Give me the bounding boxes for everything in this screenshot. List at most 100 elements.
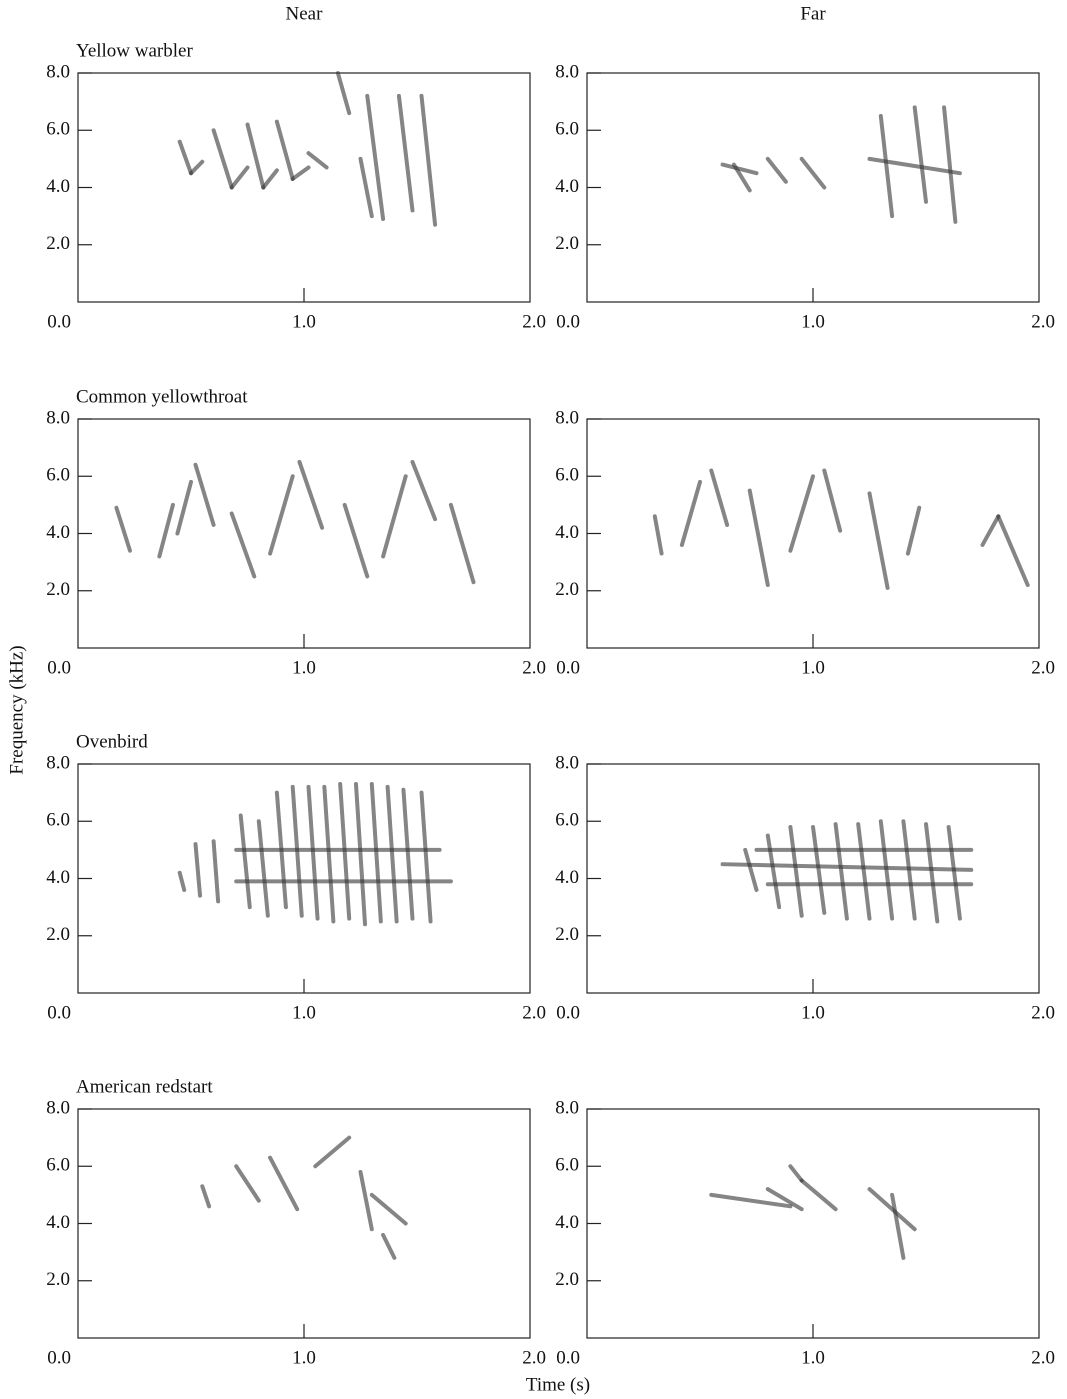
y-tick-label: 4.0 <box>555 176 579 197</box>
note-trace <box>335 71 352 116</box>
note-trace <box>381 1232 397 1260</box>
note-trace <box>189 159 205 176</box>
note-trace <box>890 1192 906 1260</box>
note-trace <box>342 502 370 579</box>
x-tick-label: 0.0 <box>556 311 580 332</box>
x-tick-label: 0.0 <box>47 1347 71 1368</box>
x-tick-label: 1.0 <box>292 311 316 332</box>
x-tick-label: 0.0 <box>47 657 71 678</box>
note-trace <box>419 790 433 924</box>
x-tick-label: 2.0 <box>1031 1002 1055 1023</box>
x-tick-label: 2.0 <box>522 1002 546 1023</box>
note-trace <box>396 93 415 213</box>
note-trace <box>193 842 203 898</box>
note-trace <box>448 502 476 585</box>
note-trace <box>175 479 193 536</box>
column-title: Near <box>286 3 324 24</box>
note-trace <box>788 824 804 918</box>
x-tick-label: 1.0 <box>801 311 825 332</box>
note-trace <box>765 156 788 184</box>
note-trace <box>401 787 415 921</box>
y-tick-label: 2.0 <box>46 924 70 945</box>
x-tick-label: 0.0 <box>47 1002 71 1023</box>
note-trace <box>996 514 1030 588</box>
note-trace <box>709 1192 793 1209</box>
note-trace <box>747 488 770 588</box>
note-trace <box>878 113 895 219</box>
note-trace <box>410 459 438 522</box>
note-trace <box>306 784 320 921</box>
x-tick-label: 2.0 <box>522 657 546 678</box>
x-axis-label: Time (s) <box>526 1374 590 1395</box>
y-tick-label: 8.0 <box>555 1097 579 1118</box>
panel-title: Ovenbird <box>76 731 148 752</box>
y-tick-label: 6.0 <box>555 810 579 831</box>
y-axis-label: Frequency (kHz) <box>6 645 27 774</box>
note-trace <box>912 105 928 204</box>
x-tick-label: 0.0 <box>556 1347 580 1368</box>
panel-title: Yellow warbler <box>76 40 193 61</box>
y-tick-label: 6.0 <box>46 1155 70 1176</box>
note-trace <box>290 165 311 181</box>
y-tick-label: 2.0 <box>46 233 70 254</box>
y-tick-label: 2.0 <box>555 579 579 600</box>
note-trace <box>261 168 279 190</box>
note-trace <box>234 1164 261 1203</box>
note-trace <box>245 122 266 190</box>
y-tick-label: 8.0 <box>46 407 70 428</box>
note-trace <box>200 1184 212 1209</box>
note-trace <box>731 162 752 193</box>
note-trace <box>297 459 325 530</box>
y-tick-label: 4.0 <box>555 522 579 543</box>
note-trace <box>353 782 368 927</box>
note-trace <box>211 839 221 904</box>
y-tick-label: 6.0 <box>46 119 70 140</box>
y-tick-label: 2.0 <box>46 579 70 600</box>
y-tick-label: 8.0 <box>46 61 70 82</box>
x-tick-label: 1.0 <box>801 1002 825 1023</box>
x-tick-label: 1.0 <box>801 657 825 678</box>
plot-frame <box>77 1108 531 1339</box>
plot-frame <box>77 763 531 994</box>
y-tick-label: 4.0 <box>46 867 70 888</box>
plot-frame <box>586 72 1040 303</box>
note-trace <box>157 502 175 559</box>
note-trace <box>720 162 759 176</box>
note-trace <box>942 105 958 224</box>
note-trace <box>720 862 974 872</box>
x-tick-label: 1.0 <box>292 1002 316 1023</box>
y-tick-label: 8.0 <box>555 61 579 82</box>
note-trace <box>369 782 383 924</box>
y-tick-label: 8.0 <box>555 407 579 428</box>
y-tick-label: 6.0 <box>555 465 579 486</box>
x-tick-label: 2.0 <box>1031 1347 1055 1368</box>
note-trace <box>385 784 399 924</box>
y-tick-label: 6.0 <box>555 1155 579 1176</box>
note-trace <box>788 474 815 553</box>
plot-frame <box>586 1108 1040 1339</box>
y-tick-label: 8.0 <box>46 752 70 773</box>
x-tick-label: 0.0 <box>47 311 71 332</box>
note-trace <box>177 139 193 176</box>
x-tick-label: 2.0 <box>1031 657 1055 678</box>
note-trace <box>313 1135 352 1169</box>
note-trace <box>867 156 962 176</box>
note-trace <box>369 1192 408 1226</box>
note-trace <box>381 474 408 559</box>
y-tick-label: 2.0 <box>555 233 579 254</box>
x-tick-label: 0.0 <box>556 657 580 678</box>
note-trace <box>229 165 250 190</box>
note-trace <box>679 479 702 547</box>
column-title: Far <box>800 3 826 24</box>
y-tick-label: 4.0 <box>46 176 70 197</box>
x-tick-label: 2.0 <box>1031 311 1055 332</box>
note-trace <box>980 514 1001 547</box>
note-trace <box>365 93 386 221</box>
panel-title: American redstart <box>76 1076 213 1097</box>
note-trace <box>946 824 962 921</box>
note-trace <box>765 833 782 910</box>
note-trace <box>229 511 257 579</box>
note-trace <box>867 491 890 590</box>
note-trace <box>114 505 132 553</box>
